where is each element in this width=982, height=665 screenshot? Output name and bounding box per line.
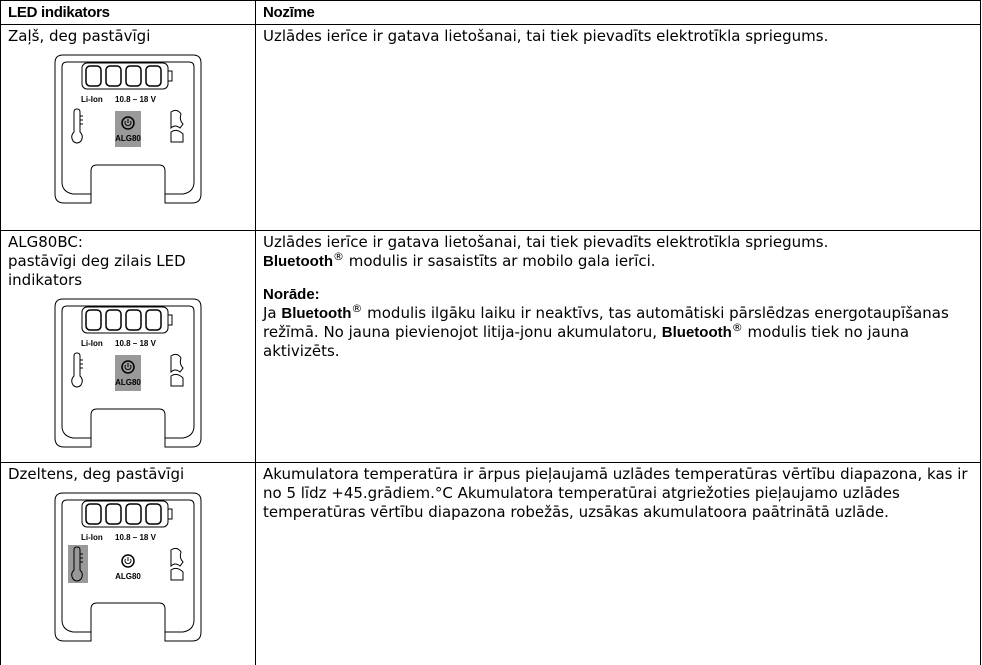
charger-illustration: Li-Ion 10.8 – 18 V ALG80 (54, 492, 202, 642)
header-cell: Nozīme (255, 0, 981, 25)
power-button (121, 360, 135, 374)
inner-outline (61, 499, 195, 633)
meaning-text: Uzlādes ierīce ir gatava lietošanai, tai… (263, 27, 973, 46)
battery-led (85, 65, 102, 87)
charger-illustration: Li-Ion 10.8 – 18 V ALG80 (54, 54, 202, 204)
battery-led (145, 309, 162, 331)
inner-outline (61, 305, 195, 439)
battery-type: Li-Ion (81, 533, 103, 542)
plug-icon (170, 353, 184, 387)
thermometer (71, 546, 83, 582)
indicator-cell: Dzeltens, deg pastāvīgi Li-Ion 10.8 – 18 V… (0, 462, 256, 665)
model: ALG80 (115, 134, 141, 143)
meaning-text: Uzlādes ierīce ir gatava lietošanai, tai… (263, 233, 973, 252)
thermometer (71, 108, 83, 144)
power-symbol (124, 363, 132, 371)
text: Uzlādes ierīce ir gatava lietošanai, tai… (263, 27, 829, 45)
meaning-text: Bluetooth® modulis ir sasaistīts ar mobi… (263, 250, 973, 271)
battery-frame (81, 62, 169, 90)
battery-frame (81, 500, 169, 528)
battery-led (125, 309, 142, 331)
superscript: ® (731, 321, 743, 334)
model: ALG80 (115, 572, 141, 581)
charger-illustration: Li-Ion 10.8 – 18 V ALG80 (54, 298, 202, 448)
power-symbol (124, 557, 132, 565)
meaning-cell: Uzlādes ierīce ir gatava lietošanai, tai… (255, 230, 981, 463)
battery-nub (167, 508, 173, 520)
header-cell: LED indikators (0, 0, 256, 25)
plug-icon (170, 547, 184, 581)
text: modulis ilgāku laiku ir neaktīvs, tas au… (263, 304, 949, 341)
outline (54, 54, 202, 204)
table-row: Zaļš, deg pastāvīgi Li-Ion 10.8 – 18 V ALG8… (0, 24, 981, 231)
power-button (121, 116, 135, 130)
indicator-text: Dzeltens, deg pastāvīgi (8, 465, 185, 483)
voltage: 10.8 – 18 V (115, 95, 157, 104)
text: Uzlādes ierīce ir gatava lietošanai, tai… (263, 233, 829, 251)
voltage: 10.8 – 18 V (115, 533, 157, 542)
voltage: 10.8 – 18 V (115, 339, 157, 348)
bold-text: Bluetooth (661, 324, 732, 341)
superscript: ® (351, 302, 363, 315)
thermometer (71, 352, 83, 388)
outline (54, 492, 202, 642)
outline (54, 298, 202, 448)
battery-nub (167, 70, 173, 82)
battery-led (145, 65, 162, 87)
note-heading: Norāde: (263, 285, 973, 304)
plug-icon (170, 109, 184, 143)
meaning-cell: Akumulatora temperatūra ir ārpus pieļauj… (255, 462, 981, 665)
superscript: ® (332, 250, 344, 263)
battery-type: Li-Ion (81, 339, 103, 348)
highlight (68, 545, 88, 583)
text: modulis ir sasaistīts ar mobilo gala ier… (343, 252, 656, 270)
meaning-text: Ja Bluetooth® modulis ilgāku laiku ir ne… (263, 302, 973, 361)
battery-led (125, 503, 142, 525)
indicator-text: Zaļš, deg pastāvīgi (8, 27, 151, 45)
text: modulis tiek no jauna aktivizēts. (263, 323, 910, 360)
power-button (121, 554, 135, 568)
battery-led (145, 503, 162, 525)
meaning-text: Akumulatora temperatūra ir ārpus pieļauj… (263, 465, 973, 522)
bold-text: Bluetooth (281, 305, 352, 322)
battery-led (125, 65, 142, 87)
indicator-text: pastāvīgi deg zilais LED indikators (8, 252, 186, 289)
indicator-text: ALG80BC: (8, 233, 83, 251)
battery-nub (167, 314, 173, 326)
battery-led (105, 65, 122, 87)
table-row: Dzeltens, deg pastāvīgi Li-Ion 10.8 – 18 V… (0, 462, 981, 665)
battery-led (85, 309, 102, 331)
battery-type: Li-Ion (81, 95, 103, 104)
meaning-cell: Uzlādes ierīce ir gatava lietošanai, tai… (255, 24, 981, 231)
bold-text: Norāde: (263, 286, 320, 303)
inner-outline (61, 61, 195, 195)
power-symbol (124, 119, 132, 127)
indicator-cell: ALG80BC: pastāvīgi deg zilais LED indikat… (0, 230, 256, 463)
battery-led (85, 503, 102, 525)
battery-led (105, 503, 122, 525)
indicator-cell: Zaļš, deg pastāvīgi Li-Ion 10.8 – 18 V ALG8… (0, 24, 256, 231)
bold-text: Bluetooth (263, 253, 333, 270)
battery-frame (81, 306, 169, 334)
table-row: ALG80BC: pastāvīgi deg zilais LED indikat… (0, 230, 981, 463)
model: ALG80 (115, 378, 141, 387)
text: Akumulatora temperatūra ir ārpus pieļauj… (263, 465, 968, 521)
text: Ja (263, 304, 282, 322)
table-body: Zaļš, deg pastāvīgi Li-Ion 10.8 – 18 V ALG8… (0, 24, 981, 665)
battery-led (105, 309, 122, 331)
